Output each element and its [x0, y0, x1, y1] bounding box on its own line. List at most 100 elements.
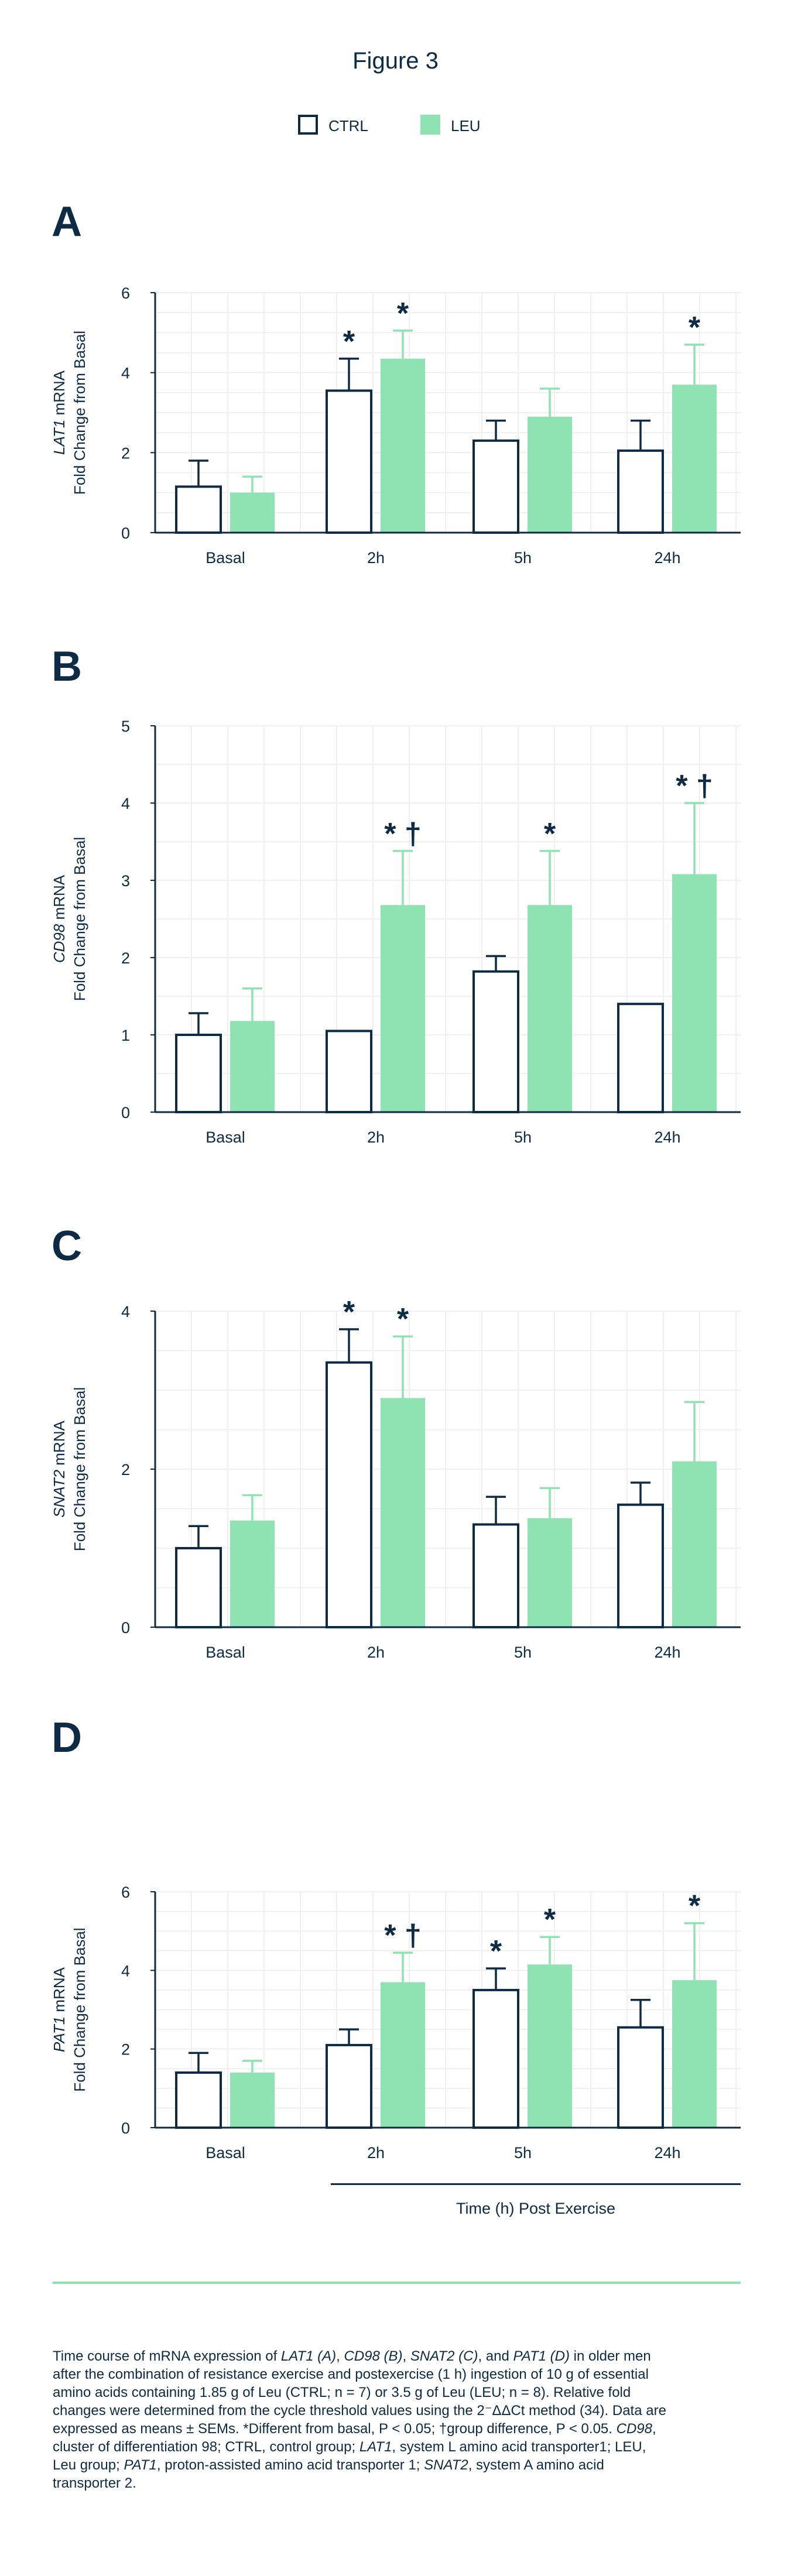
legend-swatch-ctrl [298, 115, 318, 135]
y-axis-suffix: mRNA [50, 370, 68, 419]
y-tick-label: 0 [121, 2119, 130, 2137]
x-tick-label: 24h [654, 1644, 680, 1661]
bar-leu [672, 1980, 717, 2128]
bar-ctrl [326, 2043, 372, 2129]
y-tick-label: 0 [121, 1104, 130, 1121]
x-axis-title: Time (h) Post Exercise [456, 2200, 616, 2217]
caption-line: cluster of differentiation 98; CTRL, con… [53, 2439, 646, 2455]
bar-ctrl [175, 485, 222, 534]
significance-annotation: * † [676, 769, 713, 803]
caption-line: changes were determined from the cycle t… [53, 2403, 666, 2419]
x-tick-label: 5h [514, 2144, 532, 2162]
y-axis-label: LAT1 mRNA [50, 370, 68, 455]
significance-annotation: * [689, 1889, 701, 1923]
legend: CTRL LEU [0, 115, 791, 140]
y-axis-gene: CD98 [50, 924, 68, 963]
y-tick-label: 2 [121, 949, 130, 967]
significance-annotation: * † [384, 817, 422, 851]
x-tick-label: 2h [367, 1128, 385, 1146]
bar-leu [672, 1461, 717, 1627]
bar-leu [528, 1964, 572, 2128]
y-tick-label: 3 [121, 872, 130, 890]
y-axis-suffix: mRNA [50, 1967, 68, 2016]
y-axis-label: CD98 mRNA [50, 874, 68, 963]
bar-leu [528, 1518, 572, 1627]
y-axis-label-2: Fold Change from Basal [71, 1927, 88, 2091]
bar-leu [381, 905, 425, 1112]
bar-leu [381, 358, 425, 533]
x-tick-label: 2h [367, 1644, 385, 1661]
x-tick-label: 2h [367, 2144, 385, 2162]
y-tick-label: 0 [121, 524, 130, 542]
x-tick-label: Basal [206, 549, 245, 567]
bar-ctrl [617, 1003, 664, 1113]
y-tick-label: 4 [121, 365, 130, 382]
y-axis-label: SNAT2 mRNA [50, 1421, 68, 1518]
caption-line: amino acids containing 1.85 g of Leu (CT… [53, 2385, 631, 2400]
panel-letter-c: C [52, 1223, 82, 1270]
y-tick-label: 1 [121, 1027, 130, 1044]
bar-ctrl [175, 2071, 222, 2129]
y-tick-label: 0 [121, 1619, 130, 1637]
panel-letter-d: D [52, 1714, 82, 1761]
bar-ctrl [175, 1034, 222, 1113]
bar-ctrl [472, 1988, 519, 2129]
y-axis-gene: SNAT2 [50, 1469, 68, 1517]
bar-leu [230, 1520, 275, 1627]
bar-leu [381, 1398, 425, 1627]
y-tick-label: 6 [121, 284, 130, 302]
significance-annotation: * [689, 311, 701, 345]
x-tick-label: 24h [654, 1128, 680, 1146]
x-tick-label: 24h [654, 2144, 680, 2162]
y-axis-label-2: Fold Change from Basal [71, 331, 88, 495]
caption-line: transporter 2. [53, 2475, 136, 2491]
legend-label-ctrl: CTRL [328, 117, 368, 135]
bar-leu [672, 385, 717, 533]
chart-panel-b: 0 1 2 3 4 5 CD98 mRNA Fold Change from Basal * †… [50, 718, 741, 1146]
caption-line: after the combination of resistance exer… [53, 2366, 649, 2382]
y-tick-label: 2 [121, 1461, 130, 1479]
bar-ctrl [617, 449, 664, 534]
significance-annotation: * † [384, 1919, 422, 1953]
bar-ctrl [617, 1503, 664, 1628]
x-tick-label: 2h [367, 549, 385, 567]
bar-leu [528, 416, 572, 533]
y-axis-gene: LAT1 [50, 420, 68, 455]
bar-leu [381, 1982, 425, 2128]
x-tick-label: Basal [206, 1644, 245, 1661]
x-tick-label: Basal [206, 2144, 245, 2162]
divider [53, 2282, 741, 2284]
x-tick-label: 24h [654, 549, 680, 567]
x-axis-bracket [331, 2183, 741, 2185]
bar-leu [230, 492, 275, 533]
bar-leu [672, 874, 717, 1112]
y-axis-label: PAT1 mRNA [50, 1967, 68, 2052]
x-tick-label: 5h [514, 549, 532, 567]
bar-ctrl [617, 2026, 664, 2129]
legend-swatch-leu [420, 115, 440, 135]
significance-annotation: * [397, 1302, 409, 1336]
significance-annotation: * [544, 1903, 556, 1937]
chart-panel-d: 0 2 4 6 PAT1 mRNA Fold Change from Basal * * † *… [50, 1884, 741, 2162]
significance-annotation: * [490, 1934, 502, 1968]
panel-letter-a: A [52, 198, 82, 245]
figure-title: Figure 3 [352, 48, 439, 74]
x-tick-label: Basal [206, 1128, 245, 1146]
significance-annotation: * [544, 817, 556, 851]
chart-panel-a: 0 2 4 6 LAT1 mRNA Fold Change from Basal * * * Ba… [50, 284, 741, 567]
y-tick-label: 4 [121, 1303, 130, 1320]
significance-annotation: * [343, 1295, 355, 1329]
figure-caption: Time course of mRNA expression of LAT1 (… [53, 2347, 744, 2492]
panel-letter-b: B [52, 643, 82, 690]
y-axis-label-2: Fold Change from Basal [71, 1387, 88, 1551]
y-axis-suffix: mRNA [50, 1421, 68, 1470]
x-tick-label: 5h [514, 1128, 532, 1146]
bar-ctrl [326, 389, 372, 534]
y-axis-label-2: Fold Change from Basal [71, 837, 88, 1001]
bar-leu [230, 1021, 275, 1112]
caption-line: Time course of mRNA expression of LAT1 (… [53, 2348, 651, 2364]
y-tick-label: 5 [121, 718, 130, 735]
y-tick-label: 4 [121, 1962, 130, 1980]
bar-ctrl [175, 1547, 222, 1628]
bar-leu [528, 905, 572, 1112]
